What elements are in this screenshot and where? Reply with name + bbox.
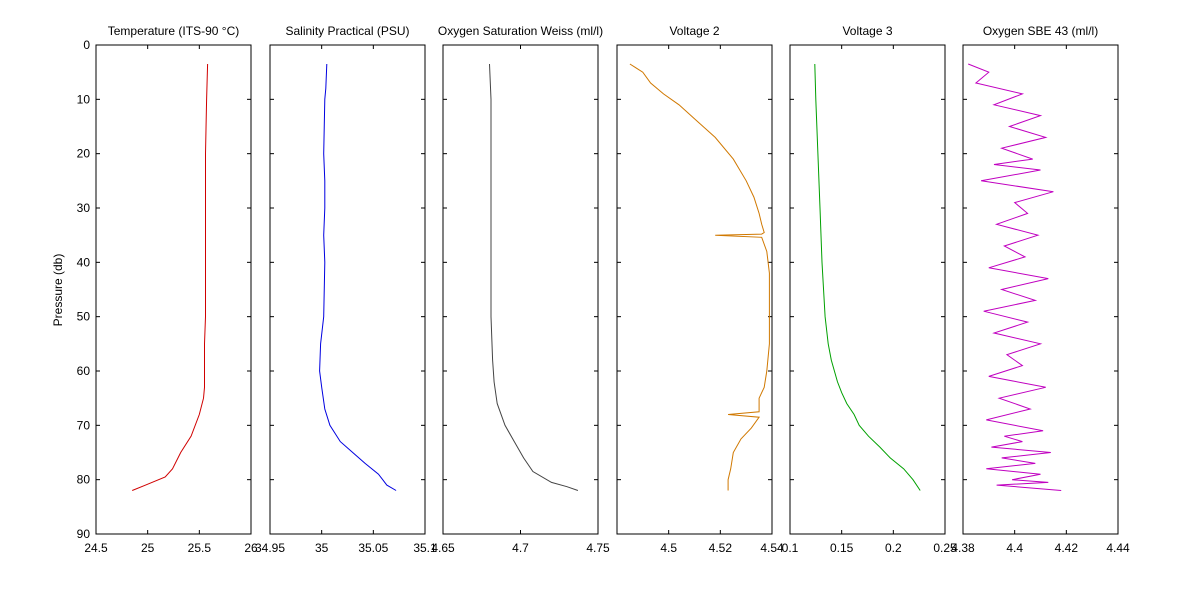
y-tick-label: 20 xyxy=(77,147,91,161)
x-tick-label: 34.95 xyxy=(255,541,285,555)
series-line xyxy=(968,63,1062,491)
x-tick-label: 4.75 xyxy=(586,541,610,555)
panel-3: Oxygen Saturation Weiss (ml/l) 4.65 4.7 4.7… xyxy=(431,24,610,555)
x-tick-label: 35.1 xyxy=(413,541,437,555)
axes-box xyxy=(95,44,252,535)
series-line xyxy=(132,63,209,491)
x-tick-label: 0.15 xyxy=(830,541,854,555)
panel-6: Oxygen SBE 43 (ml/l) 4.38 4.4 4.42 4.44 xyxy=(951,24,1130,555)
panel-5: Voltage 3 0.1 0.15 0.2 0.25 xyxy=(782,24,957,555)
y-tick-label: 10 xyxy=(77,92,91,106)
panel-title: Voltage 2 xyxy=(669,24,719,38)
x-tick-label: 4.42 xyxy=(1055,541,1079,555)
x-tick-label: 4.5 xyxy=(660,541,677,555)
series-line xyxy=(319,63,397,491)
panel-1: Temperature (ITS-90 °C) 0 10 20 30 40 50 60 70 80… xyxy=(77,24,258,555)
panel-title: Oxygen Saturation Weiss (ml/l) xyxy=(438,24,603,38)
x-tick-label: 0.2 xyxy=(885,541,902,555)
panels: Temperature (ITS-90 °C) 0 10 20 30 40 50 60 70 80… xyxy=(77,24,1130,555)
y-tick-label: 50 xyxy=(77,310,91,324)
y-tick-label: 60 xyxy=(77,364,91,378)
panel-title: Voltage 3 xyxy=(842,24,892,38)
x-tick-label: 35 xyxy=(315,541,329,555)
axes-box xyxy=(616,44,773,535)
x-tick-label: 4.7 xyxy=(512,541,529,555)
y-tick-label: 30 xyxy=(77,201,91,215)
y-tick-label: 80 xyxy=(77,473,91,487)
panel-title: Salinity Practical (PSU) xyxy=(285,24,409,38)
axes-box xyxy=(269,44,426,535)
y-tick-label: 90 xyxy=(77,527,91,541)
axes-box xyxy=(962,44,1119,535)
series-line xyxy=(489,63,579,491)
panel-2: Salinity Practical (PSU) 34.95 35 35.05 35.1 xyxy=(255,24,437,555)
y-tick-label: 0 xyxy=(83,38,90,52)
panel-title: Oxygen SBE 43 (ml/l) xyxy=(983,24,1098,38)
x-tick-label: 26 xyxy=(244,541,258,555)
y-tick-label: 40 xyxy=(77,255,91,269)
x-tick-label: 4.38 xyxy=(951,541,975,555)
x-tick-label: 25.5 xyxy=(188,541,212,555)
x-tick-label: 4.44 xyxy=(1106,541,1130,555)
axes-box xyxy=(442,44,599,535)
x-tick-label: 0.1 xyxy=(782,541,799,555)
series-line xyxy=(814,63,921,491)
x-tick-label: 0.25 xyxy=(933,541,957,555)
x-tick-label: 4.54 xyxy=(760,541,784,555)
x-tick-label: 24.5 xyxy=(84,541,108,555)
panel-4: Voltage 2 4.5 4.52 4.54 xyxy=(616,24,784,555)
x-tick-label: 35.05 xyxy=(358,541,388,555)
panel-title: Temperature (ITS-90 °C) xyxy=(108,24,240,38)
x-tick-label: 4.65 xyxy=(431,541,455,555)
x-tick-label: 25 xyxy=(141,541,155,555)
axes-box xyxy=(789,44,946,535)
series-line xyxy=(629,63,770,491)
y-axis-label: Pressure (db) xyxy=(51,254,65,327)
x-tick-label: 4.52 xyxy=(709,541,733,555)
y-tick-label: 70 xyxy=(77,418,91,432)
x-tick-label: 4.4 xyxy=(1006,541,1023,555)
